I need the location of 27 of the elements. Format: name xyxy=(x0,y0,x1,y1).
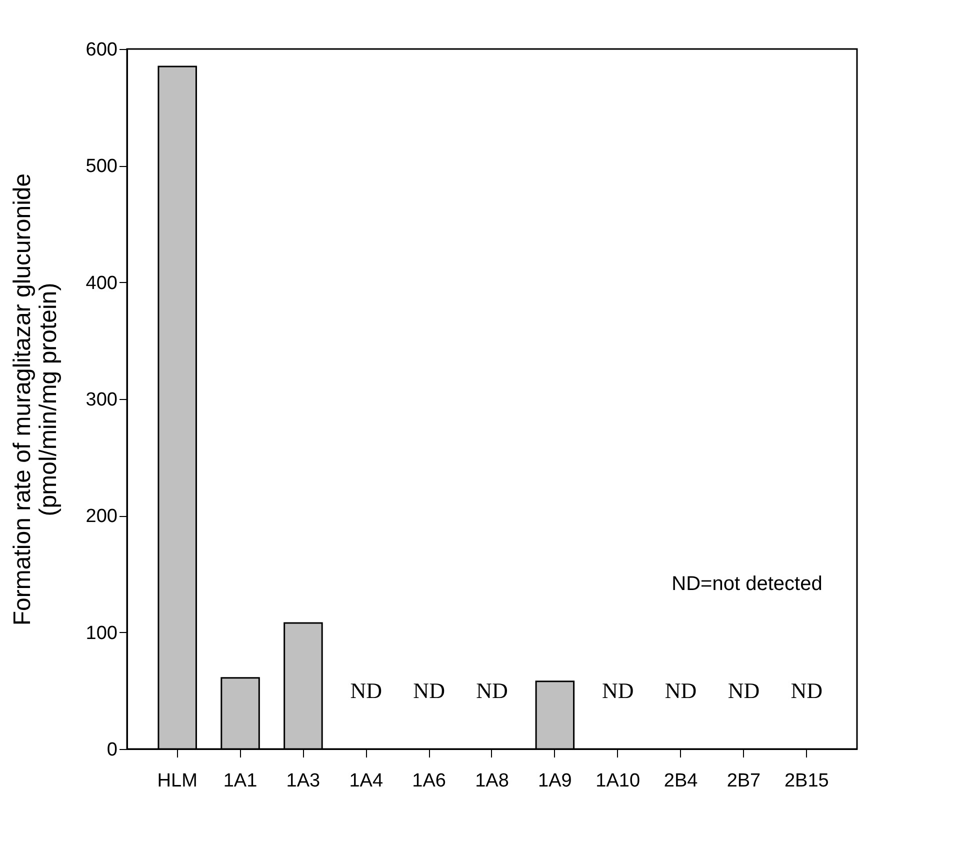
x-tick-label: 1A8 xyxy=(475,770,509,792)
text: ND xyxy=(602,678,634,703)
y-tick-label: 200 xyxy=(86,506,118,528)
y-tick-label: 300 xyxy=(86,390,118,410)
annotation: ND=not detected xyxy=(672,573,822,595)
text: ND xyxy=(790,678,823,703)
y-axis-title: Formation rate of muraglitazar glucuronide (pmol/min/mg protein) xyxy=(8,173,62,626)
text: ND xyxy=(664,678,697,703)
y-tick-label: 400 xyxy=(86,272,118,294)
x-tick-label: 1A9 xyxy=(538,770,572,792)
x-tick-label: 1A3 xyxy=(286,770,320,792)
y-tick-label: 500 xyxy=(86,156,118,178)
x-tick-label: 1A6 xyxy=(412,770,446,792)
text: ND xyxy=(350,678,382,703)
y-tick-label: 100 xyxy=(86,622,118,644)
text: ND xyxy=(728,678,760,703)
x-tick-label: HLM xyxy=(157,770,198,792)
x-tick-label: 2B15 xyxy=(784,770,829,792)
x-tick-label: 2B7 xyxy=(726,770,761,792)
text: ND xyxy=(413,678,445,703)
y-tick-label: 0 xyxy=(106,740,118,760)
y-tick-label: 600 xyxy=(86,40,118,60)
x-tick-label: 1A4 xyxy=(349,770,384,792)
x-tick-label: 1A10 xyxy=(596,770,640,792)
x-tick-label: 2B4 xyxy=(664,770,698,792)
text: ND xyxy=(476,678,508,703)
x-tick-label: 1A1 xyxy=(223,770,258,792)
